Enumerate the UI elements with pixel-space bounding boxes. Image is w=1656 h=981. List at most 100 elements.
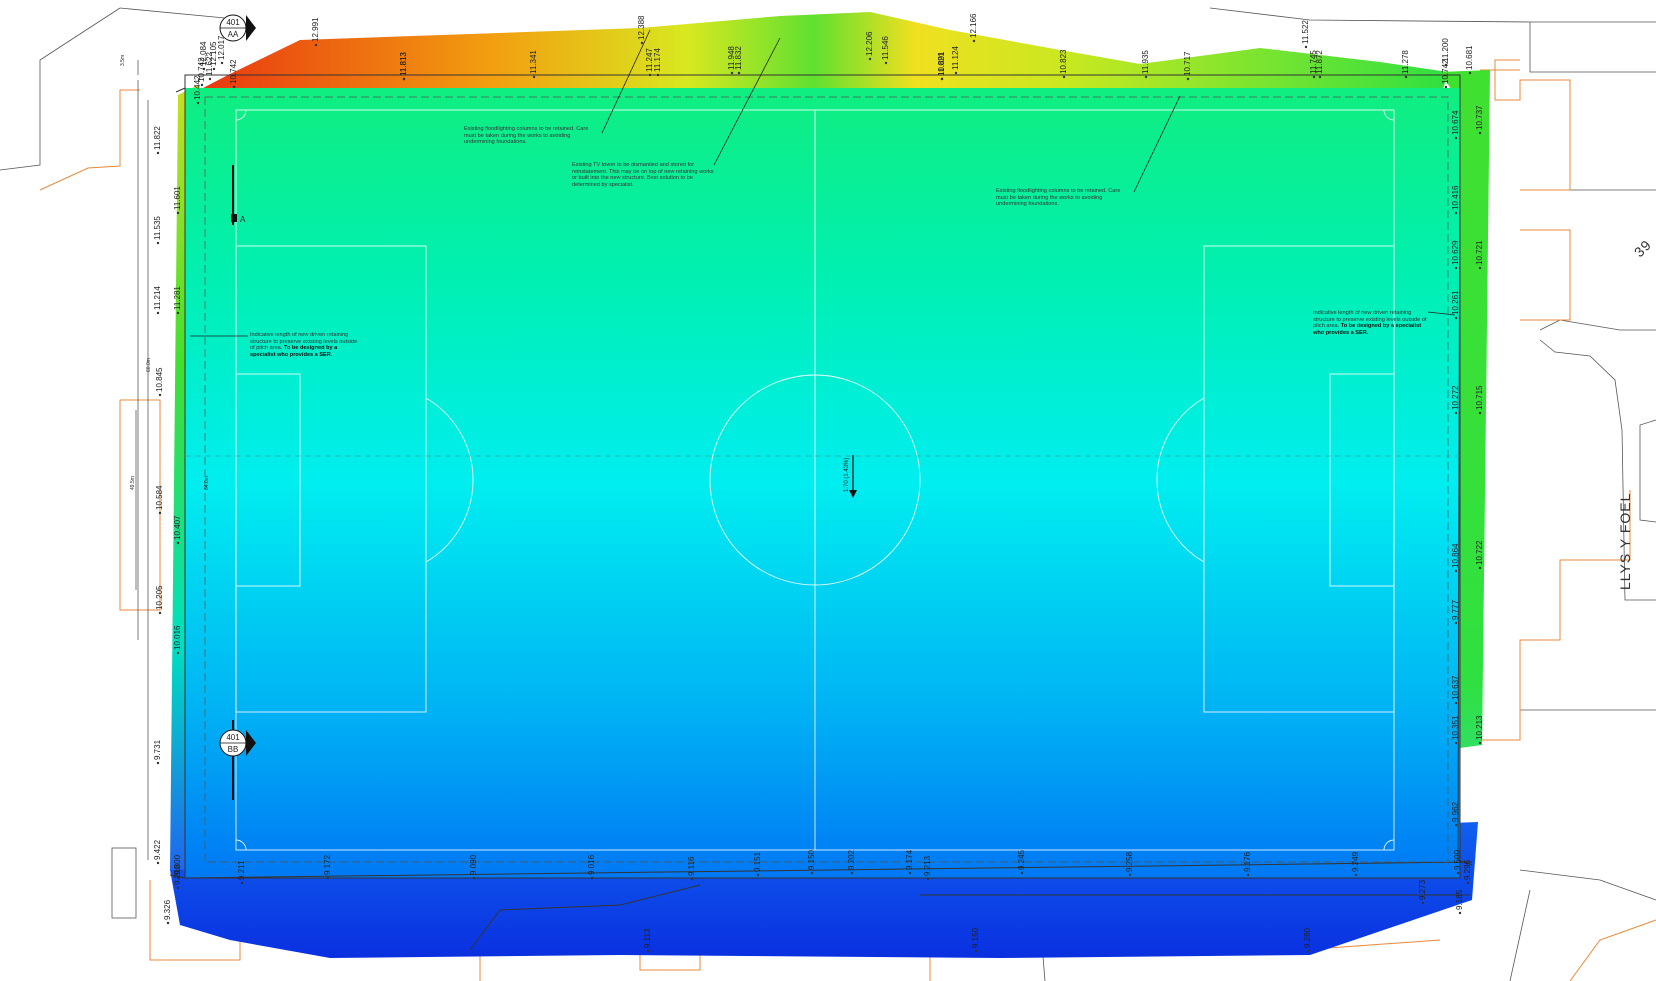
- spot-level: 10.213: [1475, 715, 1484, 740]
- spot-level: 9.422: [153, 839, 162, 860]
- spot-level-point: [1466, 881, 1470, 885]
- spot-level: 11.214: [153, 286, 162, 310]
- spot-level-point: [1306, 949, 1310, 953]
- spot-level: 9.249: [1351, 851, 1360, 872]
- spot-level-point: [314, 43, 318, 47]
- spot-level: 9.174: [905, 849, 914, 870]
- spot-level: 9.016: [587, 854, 596, 875]
- spot-level: 9.200: [173, 864, 182, 885]
- spot-level: 10.016: [173, 625, 182, 650]
- spot-level: 10.717: [1183, 51, 1192, 76]
- spot-level: 12.991: [311, 17, 320, 42]
- section-marker-aa: 401 AA: [219, 14, 256, 42]
- spot-level: 10.584: [155, 485, 164, 510]
- dim-left-a: 3.5m: [120, 55, 126, 66]
- spot-level-point: [1454, 411, 1458, 415]
- spot-level: 11.935: [1141, 50, 1150, 74]
- spot-level-point: [730, 71, 734, 75]
- spot-level-point: [954, 71, 958, 75]
- surrounding-buildings: [0, 7, 1656, 981]
- spot-level-point: [1478, 266, 1482, 270]
- spot-level: 10.845: [155, 367, 164, 392]
- note-retaining-right: Indicative length of new driven retainin…: [1313, 310, 1428, 336]
- spot-level: 10.272: [1451, 385, 1460, 410]
- spot-level-point: [868, 57, 872, 61]
- spot-level: 9.151: [753, 851, 762, 872]
- spot-level-point: [756, 873, 760, 877]
- spot-level-point: [176, 311, 180, 315]
- spot-level: 9.777: [1451, 599, 1460, 620]
- spot-level-point: [1478, 741, 1482, 745]
- spot-level: 9.273: [1418, 879, 1427, 900]
- spot-level-point: [176, 886, 180, 890]
- spot-level: 11.522: [1301, 20, 1310, 44]
- spot-level: 10.351: [1451, 715, 1460, 740]
- spot-level-point: [1062, 75, 1066, 79]
- spot-level: 9.280: [1303, 927, 1312, 948]
- spot-level: 10.737: [1475, 105, 1484, 130]
- spot-level: 10.823: [1059, 49, 1068, 74]
- spot-level: 10.864: [1451, 543, 1460, 568]
- spot-level: 9.090: [469, 854, 478, 875]
- spot-level-point: [646, 949, 650, 953]
- north-bank-surface: [180, 12, 1448, 100]
- spot-level: 9.326: [163, 899, 172, 920]
- spot-level-point: [158, 511, 162, 515]
- spot-level-point: [326, 876, 330, 880]
- spot-level: 10.637: [1451, 675, 1460, 700]
- spot-level: 10.261: [1451, 290, 1460, 315]
- spot-level: 11.745: [1309, 50, 1318, 74]
- spot-level: 10.722: [1475, 540, 1484, 565]
- spot-level: 11.622: [205, 52, 214, 76]
- spot-level-point: [1186, 77, 1190, 81]
- section-marker-bb-number: 401: [226, 733, 240, 742]
- spot-level: 9.500: [1453, 849, 1462, 870]
- spot-level-point: [532, 75, 536, 79]
- spot-level: 10.416: [1451, 185, 1460, 210]
- spot-level: 10.721: [1475, 240, 1484, 265]
- spot-level: 12.166: [969, 13, 978, 38]
- spot-level: 11.278: [1401, 50, 1410, 74]
- spot-level-point: [972, 39, 976, 43]
- spot-level-point: [1468, 71, 1472, 75]
- spot-level-point: [648, 73, 652, 77]
- spot-level-point: [196, 101, 200, 105]
- spot-level-point: [158, 611, 162, 615]
- note-floodlights-right: Existing floodlighting columns to be ret…: [996, 188, 1134, 208]
- spot-level: 10.742: [197, 57, 206, 82]
- spot-level-point: [1444, 85, 1448, 89]
- note-tv-tower-text: Existing TV tower to be dismantled and s…: [572, 162, 714, 188]
- dimension-lines: [135, 60, 149, 860]
- spot-level: 11.341: [529, 50, 538, 74]
- spot-level: 9.116: [687, 856, 696, 876]
- spot-level: 11.021: [937, 52, 946, 76]
- spot-level-point: [1404, 75, 1408, 79]
- spot-level: 10.681: [1465, 45, 1474, 70]
- note-retaining-left-text: Indicative length of new driven retainin…: [250, 332, 358, 352]
- spot-level: 11.281: [173, 286, 182, 310]
- section-line-a: [231, 165, 237, 225]
- section-line-label: A: [240, 215, 246, 224]
- spot-level: 9.172: [323, 854, 332, 875]
- spot-level-point: [1246, 873, 1250, 877]
- note-tv-tower: Existing TV tower to be dismantled and s…: [572, 162, 714, 188]
- note-retaining-left: Indicative length of new driven retainin…: [250, 332, 362, 358]
- spot-level-point: [240, 881, 244, 885]
- dim-left-b: 60.0m: [146, 358, 152, 372]
- spot-level-point: [1454, 266, 1458, 270]
- spot-level-point: [656, 73, 660, 77]
- spot-level: 9.213: [923, 855, 932, 876]
- dim-left-c: 49.5m: [130, 476, 136, 490]
- spot-level-point: [472, 876, 476, 880]
- spot-level-point: [737, 71, 741, 75]
- spot-level: 11.813: [399, 52, 408, 76]
- spot-level-point: [1312, 75, 1316, 79]
- spot-level: 9.202: [847, 849, 856, 870]
- spot-level: 12.206: [865, 31, 874, 56]
- spot-level: 11.535: [153, 216, 162, 240]
- spot-level: 11.872: [1315, 50, 1324, 74]
- spot-level: 10.629: [1451, 240, 1460, 265]
- gradient-label: 1:70 (1.43%): [844, 458, 850, 492]
- spot-level-point: [200, 83, 204, 87]
